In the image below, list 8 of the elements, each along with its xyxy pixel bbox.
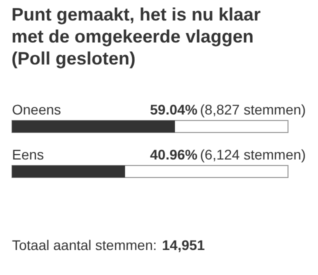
data-label: 59.04% xyxy=(150,102,198,118)
y-tick-label: Eens xyxy=(12,146,44,162)
y-tick-label: Oneens xyxy=(12,102,62,118)
chart-title: Punt gemaakt, het is nu klaar met de omgekeerde vlaggen (Poll gesloten) xyxy=(12,4,261,68)
annotation: (8,827 stemmen) xyxy=(200,102,306,118)
data-label: 40.96% xyxy=(150,146,198,162)
annotation: (6,124 stemmen) xyxy=(200,146,306,162)
text: Totaal aantal stemmen: 14,951 xyxy=(12,237,206,253)
